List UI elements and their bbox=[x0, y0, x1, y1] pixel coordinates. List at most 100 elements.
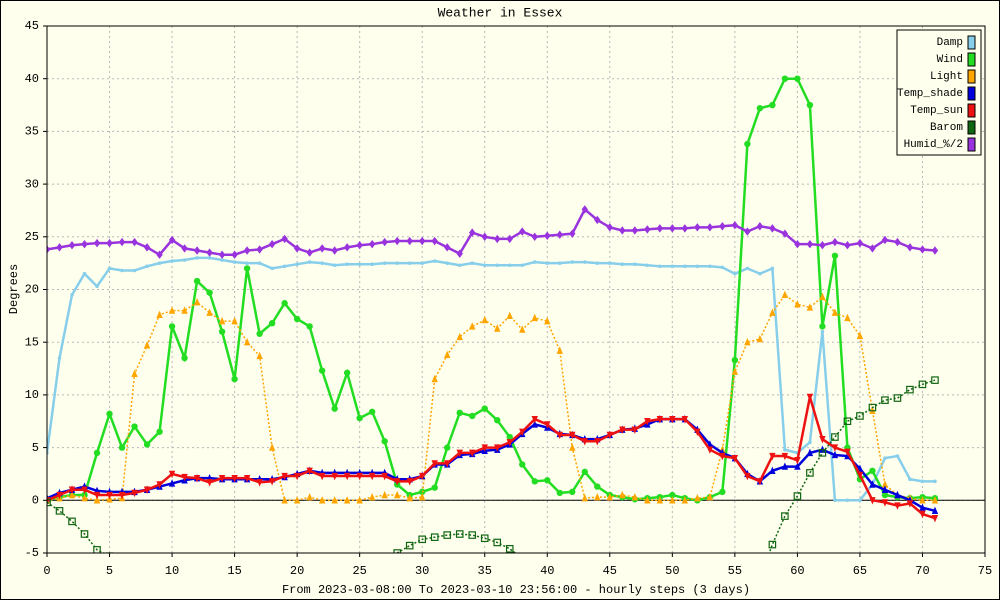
data-point bbox=[256, 351, 263, 360]
data-point bbox=[545, 261, 550, 265]
data-point bbox=[794, 239, 801, 249]
data-point bbox=[833, 498, 837, 503]
data-point bbox=[819, 323, 826, 330]
data-point bbox=[756, 334, 764, 343]
data-point bbox=[243, 265, 251, 272]
data-point bbox=[93, 546, 101, 553]
data-point bbox=[218, 328, 226, 335]
data-point bbox=[582, 260, 587, 264]
data-point bbox=[393, 490, 401, 499]
data-point bbox=[931, 515, 939, 523]
data-point bbox=[444, 444, 451, 451]
data-point bbox=[245, 261, 249, 265]
data-point bbox=[331, 496, 338, 504]
data-point bbox=[681, 496, 689, 504]
data-point bbox=[382, 261, 387, 265]
data-point bbox=[644, 496, 651, 504]
data-point bbox=[556, 230, 563, 239]
data-point bbox=[570, 260, 575, 264]
x-tick-label: 35 bbox=[478, 564, 492, 578]
data-point bbox=[519, 461, 526, 468]
data-point bbox=[631, 426, 639, 434]
data-point bbox=[556, 346, 563, 354]
data-point bbox=[781, 290, 789, 298]
data-point bbox=[606, 492, 613, 501]
data-point bbox=[445, 261, 450, 265]
data-point bbox=[745, 266, 750, 271]
legend-label: Barom bbox=[930, 122, 963, 134]
data-point bbox=[68, 241, 76, 250]
data-point bbox=[581, 205, 588, 214]
data-point bbox=[318, 244, 326, 253]
data-point bbox=[781, 452, 789, 461]
data-point bbox=[444, 460, 451, 468]
data-point bbox=[868, 403, 877, 412]
data-point bbox=[744, 472, 751, 481]
data-point bbox=[343, 496, 351, 504]
data-point bbox=[519, 428, 526, 436]
data-point bbox=[494, 324, 501, 332]
data-point bbox=[881, 396, 889, 404]
y-tick-label: 25 bbox=[25, 230, 39, 244]
data-point bbox=[470, 261, 475, 265]
data-point bbox=[845, 498, 850, 503]
data-point bbox=[894, 502, 901, 510]
data-point bbox=[206, 289, 213, 296]
data-point bbox=[243, 338, 251, 346]
data-point bbox=[118, 444, 126, 451]
data-point bbox=[181, 306, 188, 314]
data-point bbox=[381, 472, 388, 481]
data-point bbox=[794, 300, 801, 308]
data-point bbox=[606, 431, 613, 440]
data-point bbox=[481, 315, 488, 324]
data-point bbox=[931, 246, 939, 255]
data-point bbox=[106, 238, 113, 248]
data-point bbox=[844, 313, 851, 322]
x-tick-label: 5 bbox=[106, 564, 113, 578]
grid bbox=[46, 25, 986, 554]
data-point bbox=[831, 252, 839, 259]
data-point bbox=[881, 499, 889, 507]
data-point bbox=[806, 101, 814, 109]
data-point bbox=[557, 261, 562, 265]
data-point bbox=[268, 320, 276, 327]
data-point bbox=[531, 478, 538, 485]
data-point bbox=[720, 265, 725, 270]
legend-label: Wind bbox=[937, 54, 963, 66]
data-point bbox=[669, 224, 676, 233]
data-point bbox=[156, 250, 163, 259]
data-point bbox=[118, 491, 126, 500]
data-point bbox=[143, 341, 151, 349]
data-point bbox=[419, 472, 426, 481]
data-point bbox=[906, 385, 914, 394]
data-point bbox=[531, 232, 538, 241]
data-point bbox=[531, 313, 538, 322]
data-point bbox=[706, 446, 714, 454]
data-point bbox=[156, 481, 163, 489]
data-point bbox=[683, 264, 687, 269]
data-point bbox=[532, 260, 537, 264]
data-point bbox=[794, 462, 801, 470]
data-point bbox=[806, 393, 814, 402]
data-point bbox=[933, 479, 937, 484]
data-point bbox=[694, 493, 701, 502]
data-point bbox=[343, 472, 351, 481]
data-point bbox=[669, 415, 676, 424]
data-point bbox=[168, 470, 176, 479]
data-point bbox=[595, 261, 600, 265]
data-point bbox=[243, 246, 251, 255]
y-tick-label: 10 bbox=[25, 388, 39, 402]
data-point bbox=[856, 471, 864, 480]
data-point bbox=[220, 258, 224, 262]
data-point bbox=[856, 331, 864, 340]
x-tick-label: 25 bbox=[352, 564, 366, 578]
data-point bbox=[781, 512, 789, 520]
data-point bbox=[218, 316, 226, 325]
data-point bbox=[106, 491, 113, 500]
legend-label: Temp_shade bbox=[897, 88, 963, 100]
data-point bbox=[56, 491, 63, 500]
data-point bbox=[268, 239, 276, 249]
data-point bbox=[93, 491, 101, 500]
data-point bbox=[81, 486, 88, 494]
